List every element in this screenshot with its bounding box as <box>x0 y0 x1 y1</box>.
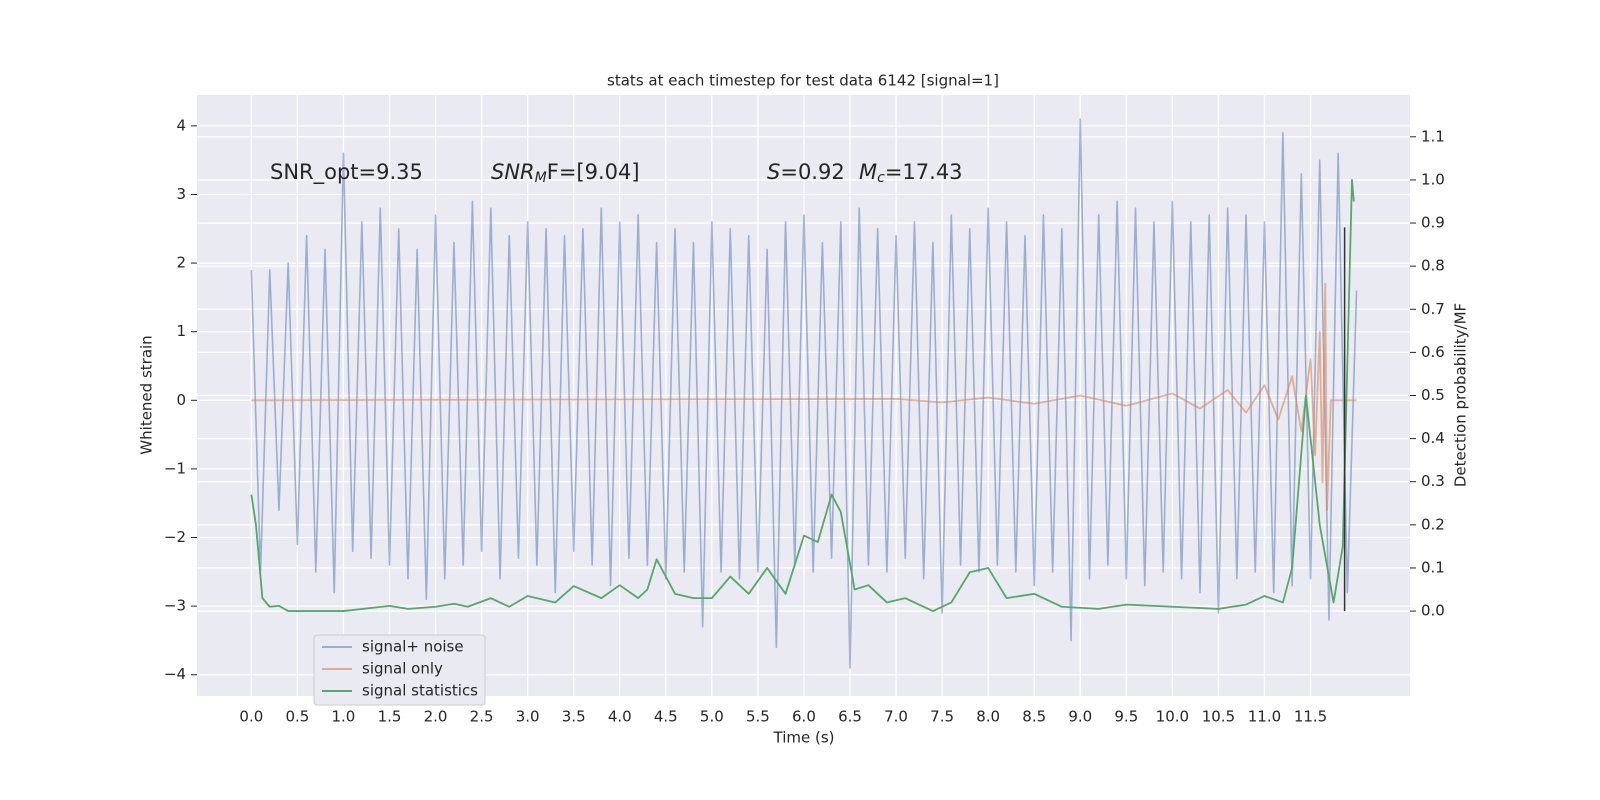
y2-tick-label: 0.5 <box>1421 386 1445 404</box>
x-tick-label: 11.5 <box>1294 708 1327 726</box>
x-tick-label: 3.0 <box>516 708 540 726</box>
x-tick-label: 10.0 <box>1156 708 1189 726</box>
annotation-base: SNR <box>491 160 535 184</box>
x-tick-label: 8.0 <box>976 708 1000 726</box>
y-tick-label: −3 <box>164 597 186 615</box>
y2-tick-label: 0.1 <box>1421 558 1445 576</box>
y2-tick-label: 0.6 <box>1421 343 1445 361</box>
x-tick-label: 0.0 <box>239 708 263 726</box>
y2-tick-label: 0.7 <box>1421 300 1445 318</box>
annotation: Mc=17.43 <box>859 160 963 186</box>
series-line <box>250 179 1355 612</box>
x-tick-label: 4.0 <box>608 708 632 726</box>
annotation: SNRMF=[9.04] <box>491 160 640 186</box>
y2-tick-label: 0.0 <box>1421 602 1445 620</box>
x-tick-label: 3.5 <box>562 708 586 726</box>
annotation: S=0.92 <box>767 160 845 184</box>
x-tick-label: 6.5 <box>838 708 862 726</box>
annotation-rest: =17.43 <box>885 160 963 184</box>
x-tick-label: 4.5 <box>654 708 678 726</box>
legend-label: signal only <box>362 660 443 678</box>
y2-tick-label: 0.9 <box>1421 214 1445 232</box>
x-tick-label: 9.0 <box>1068 708 1092 726</box>
y-tick-label: 2 <box>176 254 186 272</box>
chart-title: stats at each timestep for test data 614… <box>607 72 999 90</box>
annotation-sub: c <box>877 170 885 186</box>
y2-tick-label: 0.4 <box>1421 429 1445 447</box>
annotation-rest: F=[9.04] <box>547 160 640 184</box>
y-axis-label: Whitened strain <box>138 335 156 454</box>
y2-tick-label: 1.1 <box>1421 127 1445 145</box>
series-line <box>251 282 1357 511</box>
x-tick-label: 11.0 <box>1248 708 1281 726</box>
annotation: SNR_opt=9.35 <box>270 160 423 185</box>
annotation-base: SNR_opt=9.35 <box>270 160 423 185</box>
x-tick-label: 10.5 <box>1202 708 1235 726</box>
x-tick-label: 2.0 <box>424 708 448 726</box>
y-tick-label: 4 <box>176 116 186 134</box>
x-tick-label: 5.5 <box>746 708 770 726</box>
annotation-sub: M <box>535 170 547 186</box>
x-tick-label: 7.5 <box>930 708 954 726</box>
y2-tick-label: 1.0 <box>1421 170 1445 188</box>
annotation-base: S <box>767 160 780 184</box>
x-tick-label: 6.0 <box>792 708 816 726</box>
y2-tick-label: 0.3 <box>1421 472 1445 490</box>
legend-label: signal statistics <box>362 682 478 700</box>
y-tick-label: −2 <box>164 528 186 546</box>
y-tick-label: −1 <box>164 459 186 477</box>
annotation-base: M <box>859 160 877 184</box>
x-tick-label: 1.5 <box>378 708 402 726</box>
y2-tick-label: 0.2 <box>1421 515 1445 533</box>
x-tick-label: 7.0 <box>884 708 908 726</box>
x-tick-label: 2.5 <box>470 708 494 726</box>
legend-box <box>313 634 486 706</box>
y-tick-label: 0 <box>176 391 186 409</box>
x-axis-label: Time (s) <box>773 729 835 747</box>
y-tick-label: −4 <box>164 665 186 683</box>
y2-axis-label: Detection probability/MF <box>1452 303 1470 487</box>
series-line <box>250 118 1358 669</box>
y-tick-label: 3 <box>176 185 186 203</box>
y2-tick-label: 0.8 <box>1421 257 1445 275</box>
x-tick-label: 5.0 <box>700 708 724 726</box>
y-tick-label: 1 <box>176 322 186 340</box>
x-tick-label: 8.5 <box>1022 708 1046 726</box>
x-tick-label: 1.0 <box>332 708 356 726</box>
legend-label: signal+ noise <box>362 638 464 656</box>
x-tick-label: 0.5 <box>285 708 309 726</box>
annotation-rest: =0.92 <box>780 160 844 184</box>
x-tick-label: 9.5 <box>1114 708 1138 726</box>
